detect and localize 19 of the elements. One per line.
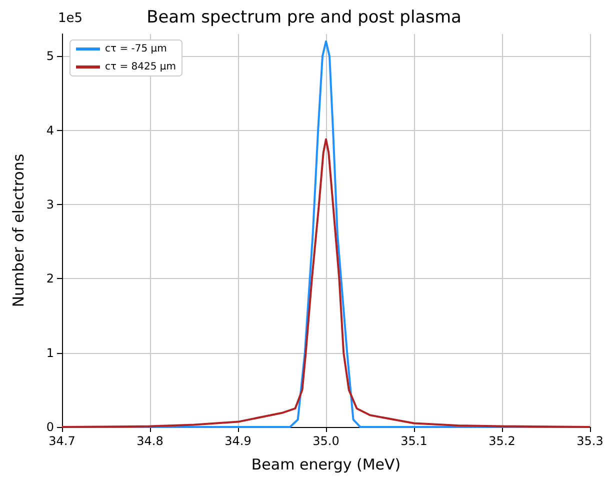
y-tick-label: 0 (46, 420, 54, 434)
y-tick-label: 3 (46, 198, 54, 212)
chart-title: Beam spectrum pre and post plasma (146, 8, 462, 28)
x-tick-label: 34.8 (136, 434, 164, 448)
x-tick-label: 35.0 (312, 434, 340, 448)
legend-label: cτ = -75 μm (105, 44, 167, 54)
y-tick-label: 4 (46, 123, 54, 138)
y-tick-label: 5 (46, 49, 54, 64)
y-tick-label: 2 (46, 272, 54, 286)
x-tick-label: 35.1 (400, 434, 428, 448)
x-tick-label: 35.3 (576, 434, 604, 448)
x-tick-label: 34.7 (48, 434, 76, 448)
y-axis-title: Number of electrons (10, 154, 28, 308)
legend-label: cτ = 8425 μm (105, 62, 176, 72)
text: 1e5 (58, 11, 83, 26)
x-tick-label: 35.2 (488, 434, 516, 448)
x-axis-title: Beam energy (MeV) (251, 456, 401, 474)
y-tick-label: 1 (46, 346, 54, 360)
x-tick-label: 34.9 (224, 434, 252, 448)
